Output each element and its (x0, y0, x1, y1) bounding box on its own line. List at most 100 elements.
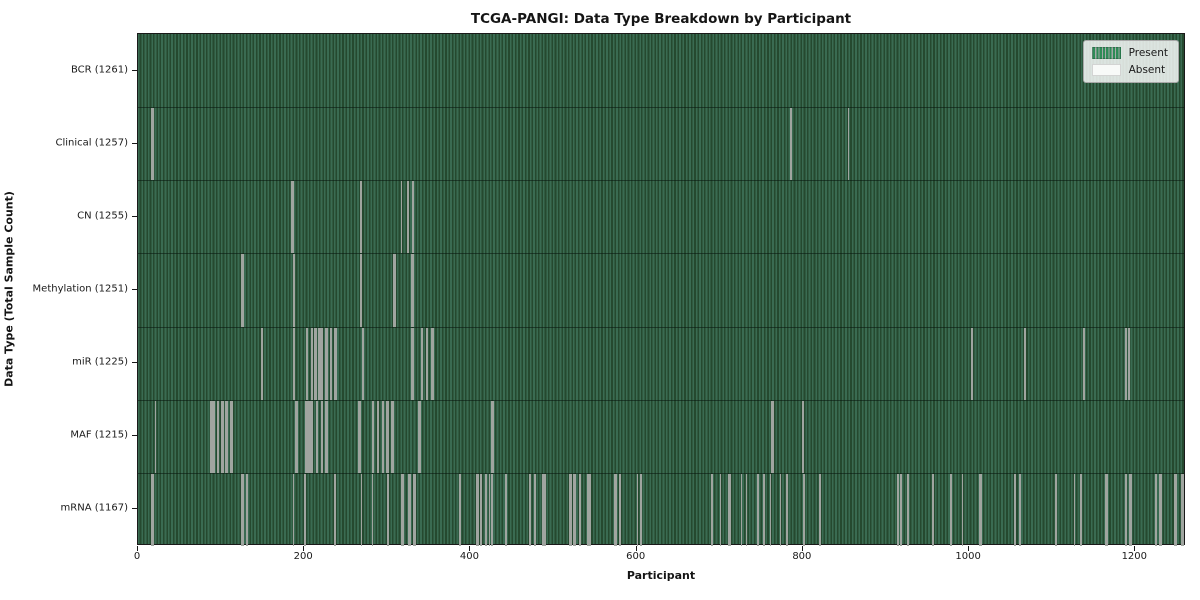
absent-mark (615, 473, 617, 546)
absent-mark (1160, 473, 1162, 546)
absent-mark (360, 254, 363, 327)
absent-mark (719, 473, 722, 546)
absent-mark (932, 473, 935, 546)
row-Methylation (138, 253, 1184, 327)
absent-mark (413, 473, 416, 546)
absent-mark (152, 108, 154, 181)
absent-mark (316, 400, 319, 473)
absent-mark (393, 254, 396, 327)
absent-mark (221, 400, 224, 473)
absent-mark (619, 473, 621, 546)
absent-mark (1055, 473, 1058, 546)
absent-mark (745, 473, 748, 546)
y-tick-mark (132, 215, 137, 217)
y-tick-mark (132, 435, 137, 437)
absent-mark (586, 473, 589, 546)
row-CN (138, 180, 1184, 254)
absent-mark (819, 473, 822, 546)
absent-mark (152, 473, 154, 546)
absent-mark (377, 400, 380, 473)
absent-mark (907, 473, 910, 546)
absent-mark (1024, 327, 1027, 400)
absent-mark (231, 400, 233, 473)
x-tick-label-200: 200 (293, 551, 313, 562)
plot-area: Present Absent (137, 33, 1185, 546)
absent-mark (574, 473, 576, 546)
absent-mark (371, 473, 374, 546)
absent-mark (1019, 473, 1022, 546)
absent-mark (491, 473, 493, 546)
absent-mark (241, 254, 244, 327)
absent-mark (305, 400, 308, 473)
absent-mark (311, 400, 314, 473)
absent-mark (261, 327, 263, 400)
absent-mark (325, 400, 328, 473)
absent-mark (295, 400, 298, 473)
absent-mark (740, 473, 743, 546)
absent-mark (950, 473, 953, 546)
absent-mark (728, 473, 731, 546)
y-tick-label-Clinical: Clinical (1257) (55, 137, 129, 149)
absent-mark (1127, 327, 1130, 400)
absent-mark (293, 327, 296, 400)
absent-mark (241, 473, 244, 546)
absent-mark (412, 327, 414, 400)
absent-mark (325, 327, 328, 400)
x-tick-mark (469, 546, 471, 551)
x-tick-mark (968, 546, 970, 551)
x-axis-label: Participant (626, 569, 696, 582)
absent-mark (1013, 473, 1016, 546)
absent-mark (315, 327, 317, 400)
absent-mark (154, 400, 157, 473)
x-tick-mark (635, 546, 637, 551)
absent-mark (292, 473, 295, 546)
absent-mark (786, 473, 788, 546)
absent-mark (529, 473, 532, 546)
absent-mark (544, 473, 547, 546)
absent-mark (359, 181, 362, 254)
absent-mark (321, 400, 324, 473)
absent-mark (418, 400, 421, 473)
absent-mark (570, 473, 572, 546)
absent-mark (541, 473, 544, 546)
absent-mark (1155, 473, 1157, 546)
x-tick-label-600: 600 (626, 551, 646, 562)
absent-mark (1083, 327, 1086, 400)
absent-mark (400, 181, 403, 254)
absent-mark (412, 254, 414, 327)
y-tick-label-miR: miR (1225) (72, 356, 128, 368)
legend-swatch-absent (1091, 64, 1121, 76)
x-tick-label-1000: 1000 (955, 551, 981, 562)
absent-mark (392, 400, 394, 473)
absent-mark (579, 473, 581, 546)
y-tick-mark (132, 362, 137, 364)
absent-mark (309, 400, 311, 473)
absent-mark (640, 473, 643, 546)
x-tick-mark (801, 546, 803, 551)
x-tick-label-0: 0 (133, 551, 141, 562)
absent-mark (534, 473, 537, 546)
y-tick-mark (132, 142, 137, 144)
row-miR (138, 326, 1184, 400)
absent-mark (407, 181, 409, 254)
absent-mark (290, 181, 293, 254)
absent-mark (1125, 327, 1128, 400)
absent-mark (1125, 473, 1128, 546)
absent-mark (1130, 473, 1132, 546)
absent-mark (897, 473, 900, 546)
legend-swatch-present (1091, 47, 1121, 59)
absent-mark (321, 327, 324, 400)
absent-mark (246, 473, 248, 546)
y-tick-label-Methylation: Methylation (1251) (32, 283, 128, 295)
absent-mark (1073, 473, 1076, 546)
absent-mark (1080, 473, 1083, 546)
x-tick-mark (1134, 546, 1136, 551)
y-tick-mark (132, 289, 137, 290)
absent-mark (790, 108, 793, 181)
absent-mark (900, 473, 902, 546)
absent-mark (319, 327, 321, 400)
absent-mark (334, 473, 336, 546)
absent-mark (226, 400, 228, 473)
absent-mark (292, 181, 295, 254)
